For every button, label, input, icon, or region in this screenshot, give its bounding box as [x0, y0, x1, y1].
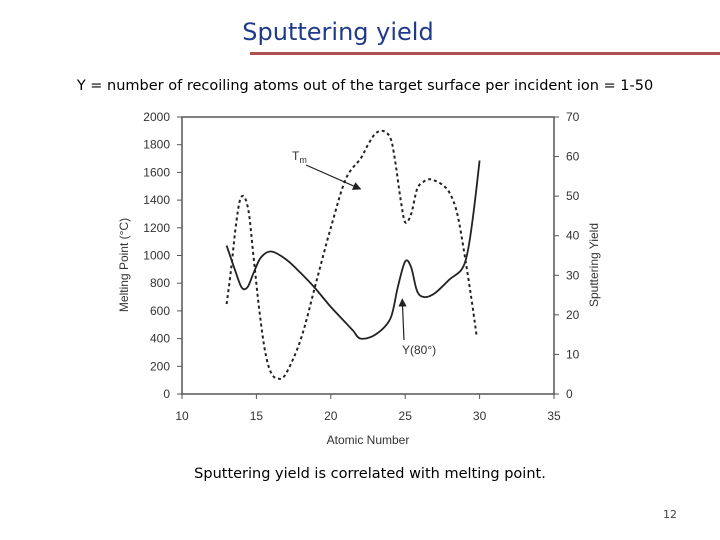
right-y-axis-label: Sputtering Yield: [587, 223, 601, 307]
left-y-tick-label: 1000: [143, 249, 170, 263]
annotation-label: Tm: [292, 149, 307, 165]
x-tick-label: 20: [324, 409, 338, 423]
left-y-tick-label: 800: [150, 276, 170, 290]
right-y-tick-label: 50: [566, 189, 580, 203]
left-y-tick-label: 0: [163, 387, 170, 401]
left-y-tick-label: 1400: [143, 193, 170, 207]
x-tick-label: 25: [399, 409, 413, 423]
x-tick-label: 35: [547, 409, 561, 423]
left-y-tick-label: 200: [150, 359, 170, 373]
title-underline-rule: [250, 52, 720, 55]
left-y-tick-label: 400: [150, 332, 170, 346]
right-y-tick-label: 20: [566, 308, 580, 322]
annotation-label: Y(80°): [402, 343, 436, 357]
left-y-tick-label: 1800: [143, 138, 170, 152]
x-axis-label: Atomic Number: [327, 433, 410, 447]
plot-frame: [181, 116, 555, 395]
right-y-tick-label: 30: [566, 268, 580, 282]
right-y-tick-label: 70: [566, 110, 580, 124]
x-tick-label: 15: [250, 409, 264, 423]
slide-caption: Sputtering yield is correlated with melt…: [194, 466, 546, 482]
page-number: 12: [663, 508, 677, 521]
slide-subtitle: Y = number of recoiling atoms out of the…: [76, 78, 654, 94]
right-y-tick-label: 0: [566, 387, 573, 401]
left-y-tick-label: 1600: [143, 165, 170, 179]
annotation-arrow: [398, 298, 407, 341]
series-line-melting-point: [225, 129, 478, 380]
left-y-axis-label: Melting Point (°C): [117, 218, 131, 312]
right-y-tick-label: 10: [566, 347, 580, 361]
left-y-tick-label: 1200: [143, 221, 170, 235]
right-y-tick-label: 40: [566, 229, 580, 243]
series-line-sputtering-yield: [225, 160, 481, 340]
right-y-tick-label: 60: [566, 150, 580, 164]
left-y-tick-label: 600: [150, 304, 170, 318]
x-tick-label: 10: [175, 409, 189, 423]
left-y-tick-label: 2000: [143, 110, 170, 124]
slide-title: Sputtering yield: [242, 18, 434, 46]
x-tick-label: 30: [473, 409, 487, 423]
annotation-arrow: [305, 164, 362, 190]
